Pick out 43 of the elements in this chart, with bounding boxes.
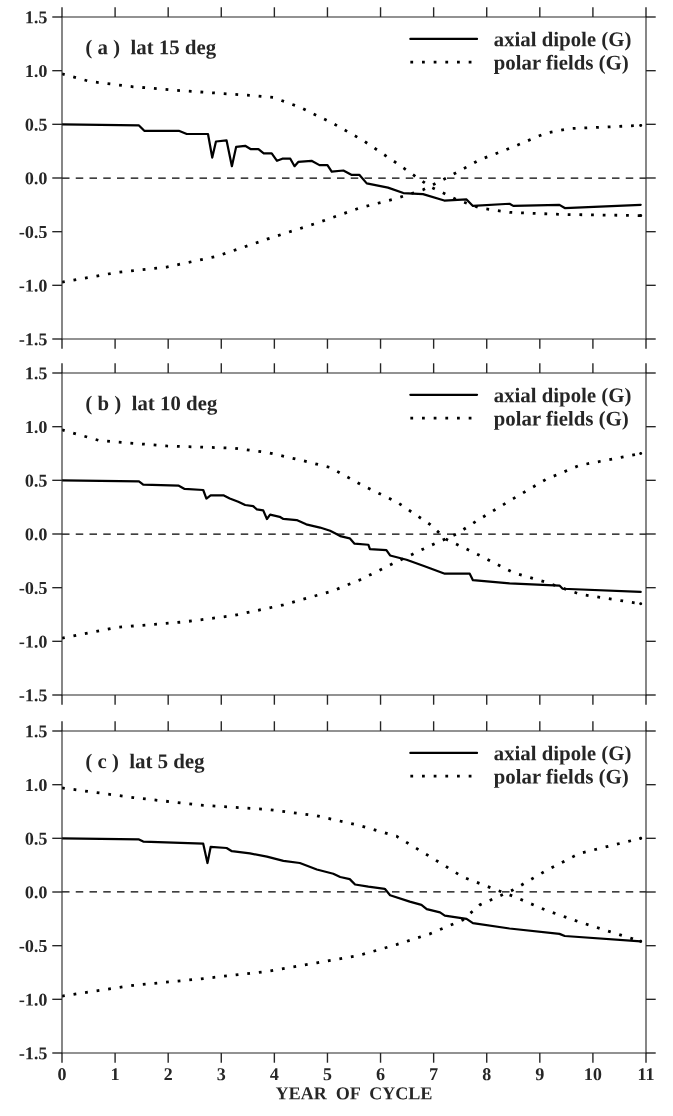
y-tick-label: 0.0 <box>25 528 47 541</box>
y-tick-label: 1.0 <box>26 778 47 792</box>
y-tick-label: -1.0 <box>19 635 47 648</box>
y-tick-label: 0.0 <box>25 172 47 185</box>
legend-label: axial dipole (G) <box>494 745 631 765</box>
y-tick-label: -1.5 <box>19 333 47 346</box>
x-tick-label: 0 <box>58 1068 66 1081</box>
x-tick-label: 6 <box>376 1068 385 1081</box>
y-tick-label: 0.5 <box>25 474 47 487</box>
text: ( c ) lat 5 deg <box>86 753 205 773</box>
x-tick-label: 11 <box>638 1068 654 1081</box>
legend-label: polar fields (G) <box>493 54 628 74</box>
y-tick-label: 1.5 <box>26 367 47 380</box>
x-tick-label: 10 <box>585 1068 602 1081</box>
text: ( b ) lat 10 deg <box>86 395 218 415</box>
y-tick-label: -1.0 <box>19 993 47 1006</box>
legend-label: polar fields (G) <box>493 410 628 430</box>
y-tick-label: 0.0 <box>25 886 47 899</box>
y-tick-label: -1.5 <box>19 689 47 702</box>
text: ( a ) lat 15 deg <box>86 39 216 59</box>
y-tick-label: 0.5 <box>25 832 47 845</box>
y-tick-label: 1.5 <box>26 725 47 738</box>
legend-label: polar fields (G) <box>493 768 628 788</box>
x-tick-label: 3 <box>217 1068 226 1081</box>
y-tick-label: -0.5 <box>19 225 47 239</box>
x-tick-label: 1 <box>112 1068 119 1081</box>
x-tick-label: 8 <box>482 1068 491 1081</box>
y-tick-label: -1.5 <box>19 1047 47 1060</box>
y-tick-label: 1.5 <box>26 11 47 24</box>
y-tick-label: 1.0 <box>26 64 47 78</box>
x-tick-label: 9 <box>535 1068 544 1081</box>
y-tick-label: -1.0 <box>19 279 47 292</box>
y-tick-label: -0.5 <box>19 581 47 595</box>
legend-label: axial dipole (G) <box>494 31 631 51</box>
y-tick-label: -0.5 <box>19 939 47 953</box>
x-axis-title: YEAR OF CYCLE <box>275 1087 432 1100</box>
x-tick-label: 5 <box>323 1068 332 1081</box>
x-tick-label: 2 <box>164 1068 172 1081</box>
legend-label: axial dipole (G) <box>494 387 631 407</box>
y-tick-label: 0.5 <box>25 118 47 131</box>
x-tick-label: 7 <box>430 1068 438 1081</box>
x-tick-label: 4 <box>270 1068 279 1081</box>
y-tick-label: 1.0 <box>26 420 47 434</box>
